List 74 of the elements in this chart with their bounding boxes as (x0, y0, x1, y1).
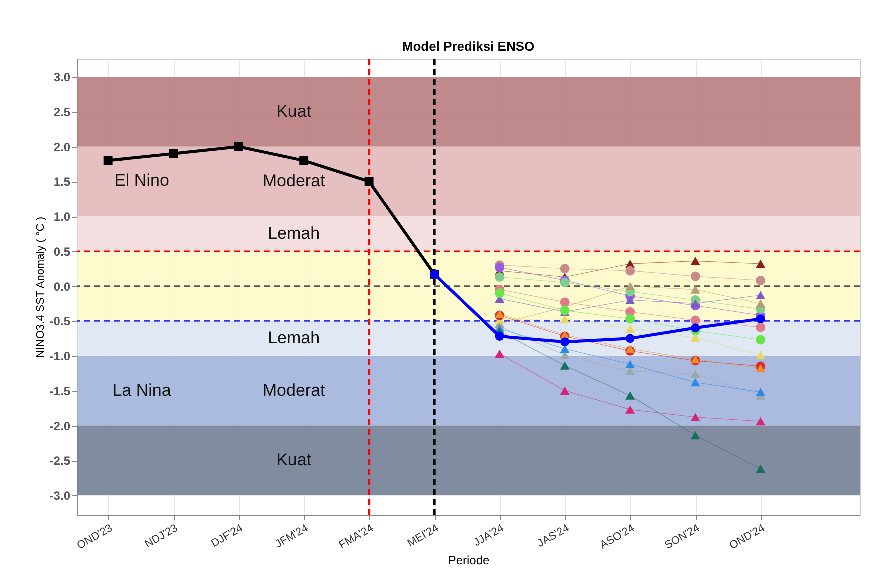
point (495, 350, 505, 358)
band-label: Lemah (268, 224, 320, 244)
x-axis-title: Periode (448, 553, 490, 568)
y-tick-label: -2.5 (50, 454, 71, 468)
point (104, 156, 113, 166)
point (626, 314, 636, 324)
band-label: Moderat (262, 380, 326, 400)
point (756, 417, 766, 426)
point (626, 334, 635, 344)
y-tick-label: 1.5 (54, 175, 71, 190)
y-tick-label: 2.0 (54, 140, 71, 154)
point (626, 324, 636, 333)
point (626, 296, 636, 304)
y-tick-label: -1.0 (50, 350, 71, 364)
point (756, 300, 766, 308)
point (495, 332, 504, 341)
point (169, 149, 178, 158)
point (691, 324, 700, 333)
point (690, 378, 700, 387)
point (300, 156, 309, 166)
point (756, 464, 766, 474)
point (495, 288, 505, 298)
point (690, 370, 700, 378)
point (690, 286, 700, 294)
point (690, 431, 700, 440)
annotation: La Nina (112, 381, 172, 400)
point (756, 388, 766, 396)
point (364, 177, 374, 186)
point (234, 142, 244, 152)
point (626, 282, 636, 290)
point (626, 406, 636, 414)
point (626, 360, 636, 369)
y-tick-label: -0.5 (50, 314, 71, 329)
y-tick-label: 3.0 (54, 70, 71, 85)
point (690, 257, 700, 266)
point (560, 344, 570, 354)
point (756, 335, 766, 345)
point (626, 344, 636, 354)
point (756, 314, 766, 324)
point (690, 334, 700, 342)
point (756, 260, 766, 268)
point (560, 264, 570, 274)
point (626, 367, 636, 376)
point (560, 386, 570, 395)
band-label: Kuat (276, 102, 312, 121)
point (756, 351, 766, 360)
y-axis-title: NINO3.4 SST Anomaly ( °C ) (34, 216, 47, 358)
point (690, 316, 700, 326)
point (756, 364, 766, 373)
point (560, 338, 570, 347)
y-tick-label: -2.0 (50, 419, 71, 434)
point (690, 272, 700, 282)
band-label: Lemah (268, 328, 320, 348)
point (690, 413, 700, 422)
chart-title: Model Prediksi ENSO (402, 38, 535, 54)
y-tick-label: 0.0 (54, 280, 71, 294)
band-label: Moderat (262, 172, 326, 191)
point (560, 362, 570, 370)
annotation: El Nino (114, 171, 170, 190)
band-label: Kuat (276, 450, 312, 470)
point (626, 266, 636, 276)
point (756, 276, 766, 286)
y-tick-label: 2.5 (54, 105, 71, 120)
y-tick-label: -1.5 (50, 384, 71, 398)
point (560, 278, 570, 288)
point (690, 300, 700, 308)
point (560, 314, 570, 324)
y-tick-label: -3.0 (50, 488, 71, 503)
point (626, 392, 636, 400)
y-tick-label: 0.5 (54, 244, 71, 259)
point (756, 291, 766, 300)
point (495, 272, 505, 282)
point (756, 322, 766, 332)
y-tick-label: 1.0 (54, 210, 71, 224)
